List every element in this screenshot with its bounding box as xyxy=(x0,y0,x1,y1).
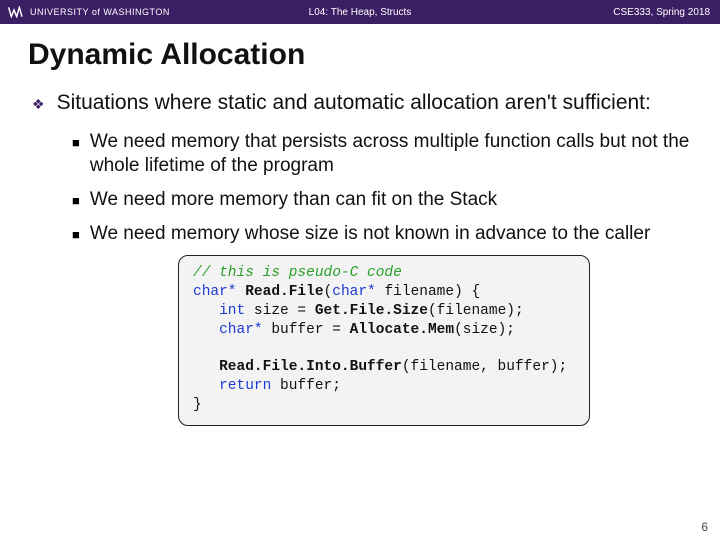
code-comment: // this is pseudo-C code xyxy=(193,265,402,281)
code-text: (filename, buffer); xyxy=(402,359,567,375)
list-item-text: We need memory whose size is not known i… xyxy=(90,222,650,246)
code-text: (filename); xyxy=(428,303,524,319)
square-bullet-icon: ■ xyxy=(72,135,80,150)
lecture-label: L04: The Heap, Structs xyxy=(309,7,412,18)
code-type: char* xyxy=(332,284,376,300)
code-type: int xyxy=(219,303,245,319)
code-type: char* xyxy=(219,322,263,338)
course-label: CSE333, Spring 2018 xyxy=(613,7,720,18)
intro-item: ❖ Situations where static and automatic … xyxy=(28,90,692,116)
list-item-text: We need more memory than can fit on the … xyxy=(90,188,497,212)
code-text: (size); xyxy=(454,322,515,338)
slide-title: Dynamic Allocation xyxy=(28,38,692,72)
square-bullet-icon: ■ xyxy=(72,193,80,208)
intro-text: Situations where static and automatic al… xyxy=(57,90,651,116)
code-block: // this is pseudo-C code char* Read.File… xyxy=(178,255,590,426)
institution-name: UNIVERSITY of WASHINGTON xyxy=(30,7,170,17)
list-item: ■ We need more memory than can fit on th… xyxy=(72,188,692,212)
code-keyword: return xyxy=(219,378,271,394)
list-item: ■ We need memory whose size is not known… xyxy=(72,222,692,246)
square-bullet-icon: ■ xyxy=(72,227,80,242)
page-number: 6 xyxy=(701,520,708,534)
slide-header: UNIVERSITY of WASHINGTON L04: The Heap, … xyxy=(0,0,720,24)
slide-body: Dynamic Allocation ❖ Situations where st… xyxy=(0,24,720,426)
diamond-bullet-icon: ❖ xyxy=(32,96,45,113)
code-fn: Read.File.Into.Buffer xyxy=(219,359,402,375)
code-text: buffer; xyxy=(271,378,341,394)
list-item: ■ We need memory that persists across mu… xyxy=(72,130,692,178)
uw-logo-block: UNIVERSITY of WASHINGTON xyxy=(0,6,170,18)
code-text: size = xyxy=(245,303,315,319)
code-fn: Get.File.Size xyxy=(315,303,428,319)
code-type: char* xyxy=(193,284,237,300)
code-text: filename) { xyxy=(376,284,480,300)
w-logo-icon xyxy=(8,6,24,18)
code-text: } xyxy=(193,397,202,413)
code-fn: Allocate.Mem xyxy=(350,322,454,338)
code-text: buffer = xyxy=(263,322,350,338)
code-fn: Read.File xyxy=(245,284,323,300)
list-item-text: We need memory that persists across mult… xyxy=(90,130,692,178)
